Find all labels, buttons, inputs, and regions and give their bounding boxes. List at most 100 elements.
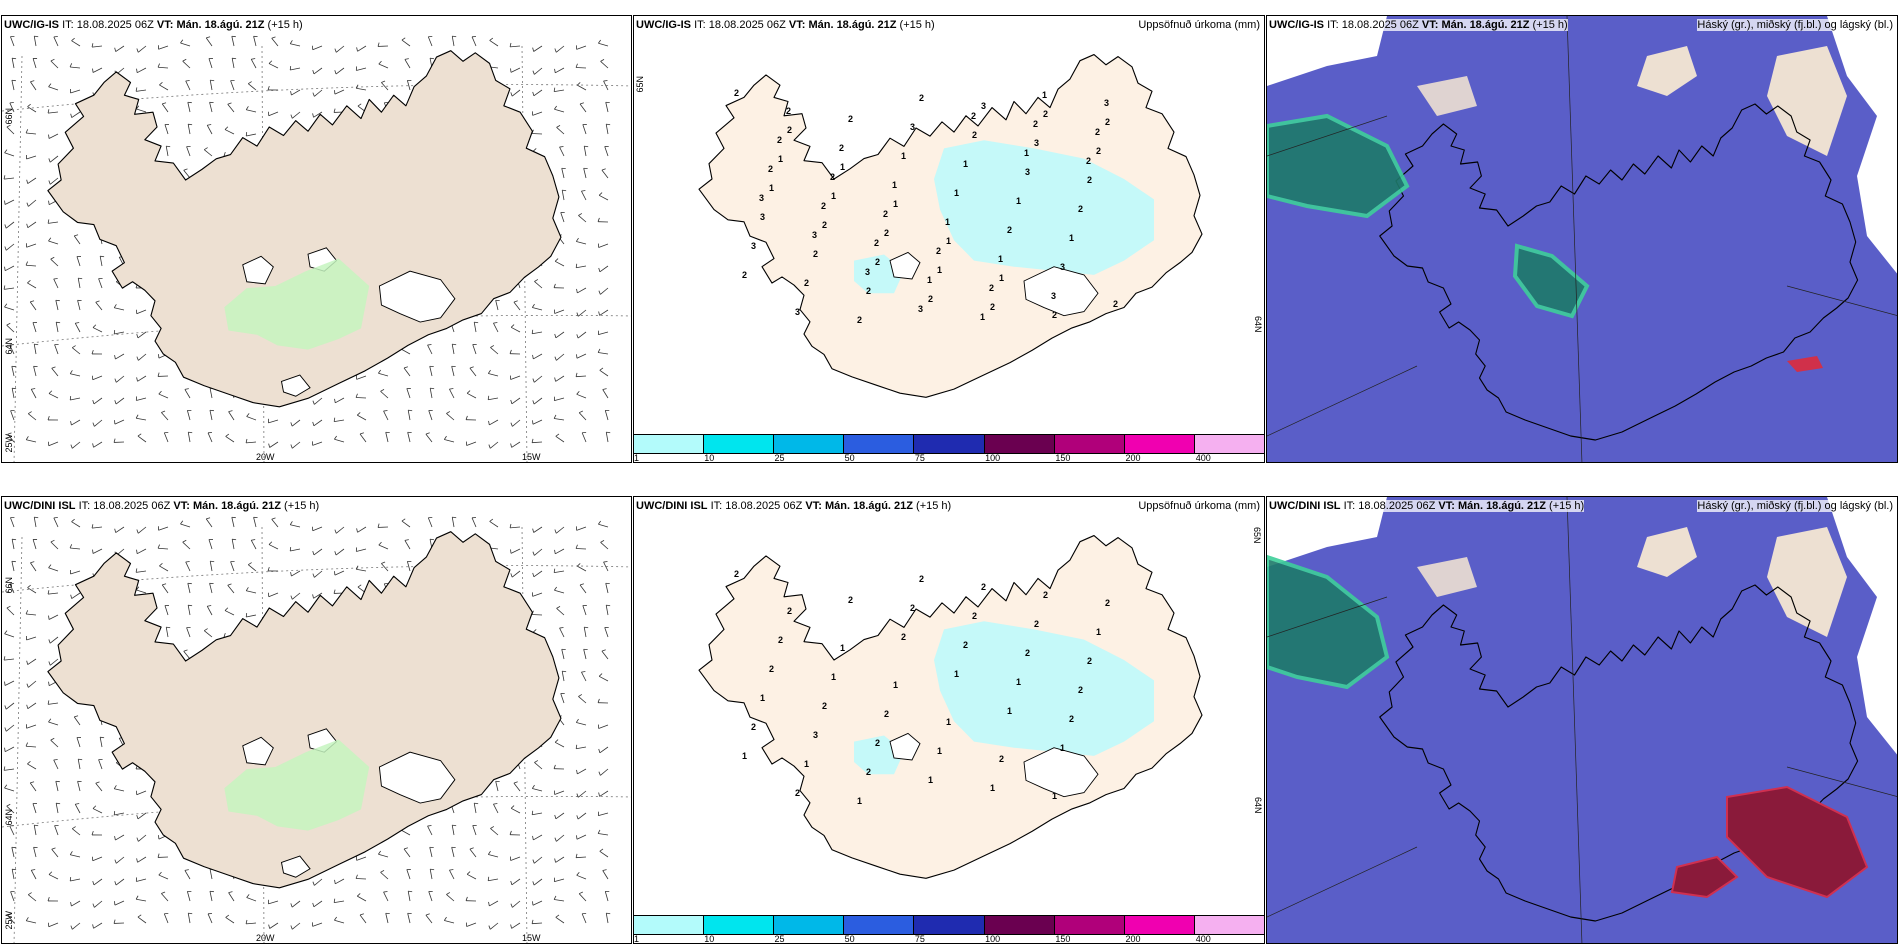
- lat-label-65n: 65N: [635, 76, 645, 93]
- colorbar-tick-label: 25: [774, 453, 785, 463]
- precip-amount-label: 2: [972, 130, 977, 140]
- precip-amount-label: 1: [1052, 791, 1057, 801]
- precip-colorbar: [634, 434, 1264, 454]
- precip-amount-label: 2: [919, 93, 924, 103]
- panel-title: UWC/IG-IS IT: 18.08.2025 06Z VT: Mán. 18…: [1269, 19, 1568, 31]
- precip-amount-label: 1: [999, 273, 1004, 283]
- precip-amount-label: 1: [954, 669, 959, 679]
- precip-amount-label: 3: [812, 230, 817, 240]
- precip-amount-label: 3: [910, 122, 915, 132]
- lon-label-25w: 25W: [4, 911, 14, 930]
- colorbar-segment: [1054, 916, 1125, 934]
- colorbar-tick-label: 200: [1125, 934, 1141, 944]
- lat-label-66n: 66N: [4, 577, 14, 594]
- precip-amount-label: 2: [1078, 204, 1083, 214]
- cloud-map: [1267, 16, 1897, 462]
- precip-amount-label: 2: [875, 738, 880, 748]
- panel-title: UWC/DINI ISL IT: 18.08.2025 06Z VT: Mán.…: [1269, 500, 1585, 512]
- precip-amount-label: 2: [848, 114, 853, 124]
- colorbar-segment: [984, 916, 1055, 934]
- precip-amount-label: 3: [1051, 291, 1056, 301]
- precip-map: 2 2 1 1 1 2 1 2 2 1 2 1 1 2 1 2 2 2 1 2 2 2 1 3 2 2 2 2 2 2 1 1 2 2 1 2 1 2 2 2…: [698, 534, 1203, 879]
- iceland-coastline: [47, 531, 562, 889]
- precip-colorbar-ticks: 1 10 25 50 75 100 150 200 400: [634, 934, 1264, 944]
- precip-amount-label: 2: [1105, 117, 1110, 127]
- precip-amount-label: 2: [1007, 225, 1012, 235]
- precip-colorbar-ticks: 1 10 25 50 75 100 150 200 400: [634, 453, 1264, 463]
- colorbar-segment: [1124, 916, 1195, 934]
- colorbar-segment: [1124, 435, 1195, 453]
- precip-amount-label: 2: [778, 635, 783, 645]
- wind-map: [2, 35, 631, 462]
- precip-amount-label: 3: [751, 241, 756, 251]
- precip-amount-label: 3: [1104, 98, 1109, 108]
- precip-amount-label: 2: [875, 257, 880, 267]
- precip-map-panel-top: UWC/IG-IS IT: 18.08.2025 06Z VT: Mán. 18…: [633, 15, 1265, 463]
- lat-label-66n: 66N: [4, 108, 14, 125]
- lat-label-64n: 64N: [1253, 316, 1263, 333]
- precip-amount-label: 3: [1034, 138, 1039, 148]
- precip-amount-label: 2: [769, 664, 774, 674]
- colorbar-tick-label: 150: [1055, 934, 1071, 944]
- mid-cloud-area: [1267, 113, 1410, 219]
- colorbar-segment: [844, 916, 915, 934]
- precip-amount-label: 1: [840, 162, 845, 172]
- precip-amount-label: 1: [831, 191, 836, 201]
- precip-amount-label: 2: [1034, 619, 1039, 629]
- precip-amount-label: 2: [777, 135, 782, 145]
- colorbar-tick-label: 75: [914, 453, 925, 463]
- colorbar-tick-label: 50: [844, 453, 855, 463]
- precip-amount-label: 2: [884, 228, 889, 238]
- iceland-coastline: [1379, 103, 1859, 441]
- colorbar-tick-label: 200: [1125, 453, 1141, 463]
- precip-amount-label: 1: [1024, 148, 1029, 158]
- mid-cloud-area: [1267, 554, 1390, 690]
- precip-amount-label: 1: [857, 796, 862, 806]
- precip-amount-label: 1: [893, 199, 898, 209]
- precip-amount-label: 2: [919, 574, 924, 584]
- panel-title: UWC/DINI ISL IT: 18.08.2025 06Z VT: Mán.…: [636, 500, 952, 512]
- colorbar-tick-label: 100: [985, 453, 1001, 463]
- colorbar-segment: [704, 916, 775, 934]
- precip-amount-label: 2: [734, 569, 739, 579]
- colorbar-segment: [774, 435, 845, 453]
- precip-amount-label: 2: [884, 709, 889, 719]
- precip-amount-label: 1: [1016, 196, 1021, 206]
- precip-amount-label: 2: [830, 172, 835, 182]
- precip-map-panel-bottom: UWC/DINI ISL IT: 18.08.2025 06Z VT: Mán.…: [633, 496, 1265, 944]
- precip-amount-label: 2: [901, 632, 906, 642]
- colorbar-segment: [844, 435, 915, 453]
- precip-title: Uppsöfnuð úrkoma (mm): [1138, 500, 1260, 512]
- precip-amount-label: 2: [795, 788, 800, 798]
- precip-amount-label: 2: [1052, 310, 1057, 320]
- precip-amount-label: 2: [963, 640, 968, 650]
- colorbar-tick-label: 150: [1055, 453, 1071, 463]
- precip-amount-label: 2: [936, 246, 941, 256]
- colorbar-tick-label: 50: [844, 934, 855, 944]
- precip-amount-label: 2: [928, 294, 933, 304]
- precip-amount-label: 1: [1042, 90, 1047, 100]
- precip-amount-label: 2: [1033, 119, 1038, 129]
- low-cloud-area: [1670, 855, 1739, 899]
- panel-title: UWC/IG-IS IT: 18.08.2025 06Z VT: Mán. 18…: [4, 19, 303, 31]
- colorbar-segment: [704, 435, 775, 453]
- lat-label-64n: 64N: [4, 809, 14, 826]
- iceland-coastline: [47, 50, 562, 408]
- precip-amount-label: 2: [1043, 590, 1048, 600]
- precip-map: 2211112211212221222332322223232231112321…: [698, 53, 1203, 398]
- cloud-map-panel-bottom: UWC/DINI ISL IT: 18.08.2025 06Z VT: Mán.…: [1266, 496, 1898, 944]
- colorbar-segment: [1194, 916, 1264, 934]
- colorbar-segment: [914, 435, 985, 453]
- precip-amount-label: 2: [874, 238, 879, 248]
- colorbar-tick-label: 10: [704, 453, 715, 463]
- precip-amount-label: 1: [998, 254, 1003, 264]
- lon-label-15w: 15W: [522, 452, 541, 462]
- lon-label-15w: 15W: [522, 933, 541, 943]
- precip-amount-label: 3: [918, 304, 923, 314]
- precip-amount-label: 1: [1096, 627, 1101, 637]
- precip-amount-label: 2: [883, 209, 888, 219]
- precip-amount-label: 2: [1078, 685, 1083, 695]
- precip-amount-label: 1: [804, 759, 809, 769]
- low-cloud-area: [1726, 785, 1869, 899]
- lon-label-25w: 25W: [4, 434, 14, 453]
